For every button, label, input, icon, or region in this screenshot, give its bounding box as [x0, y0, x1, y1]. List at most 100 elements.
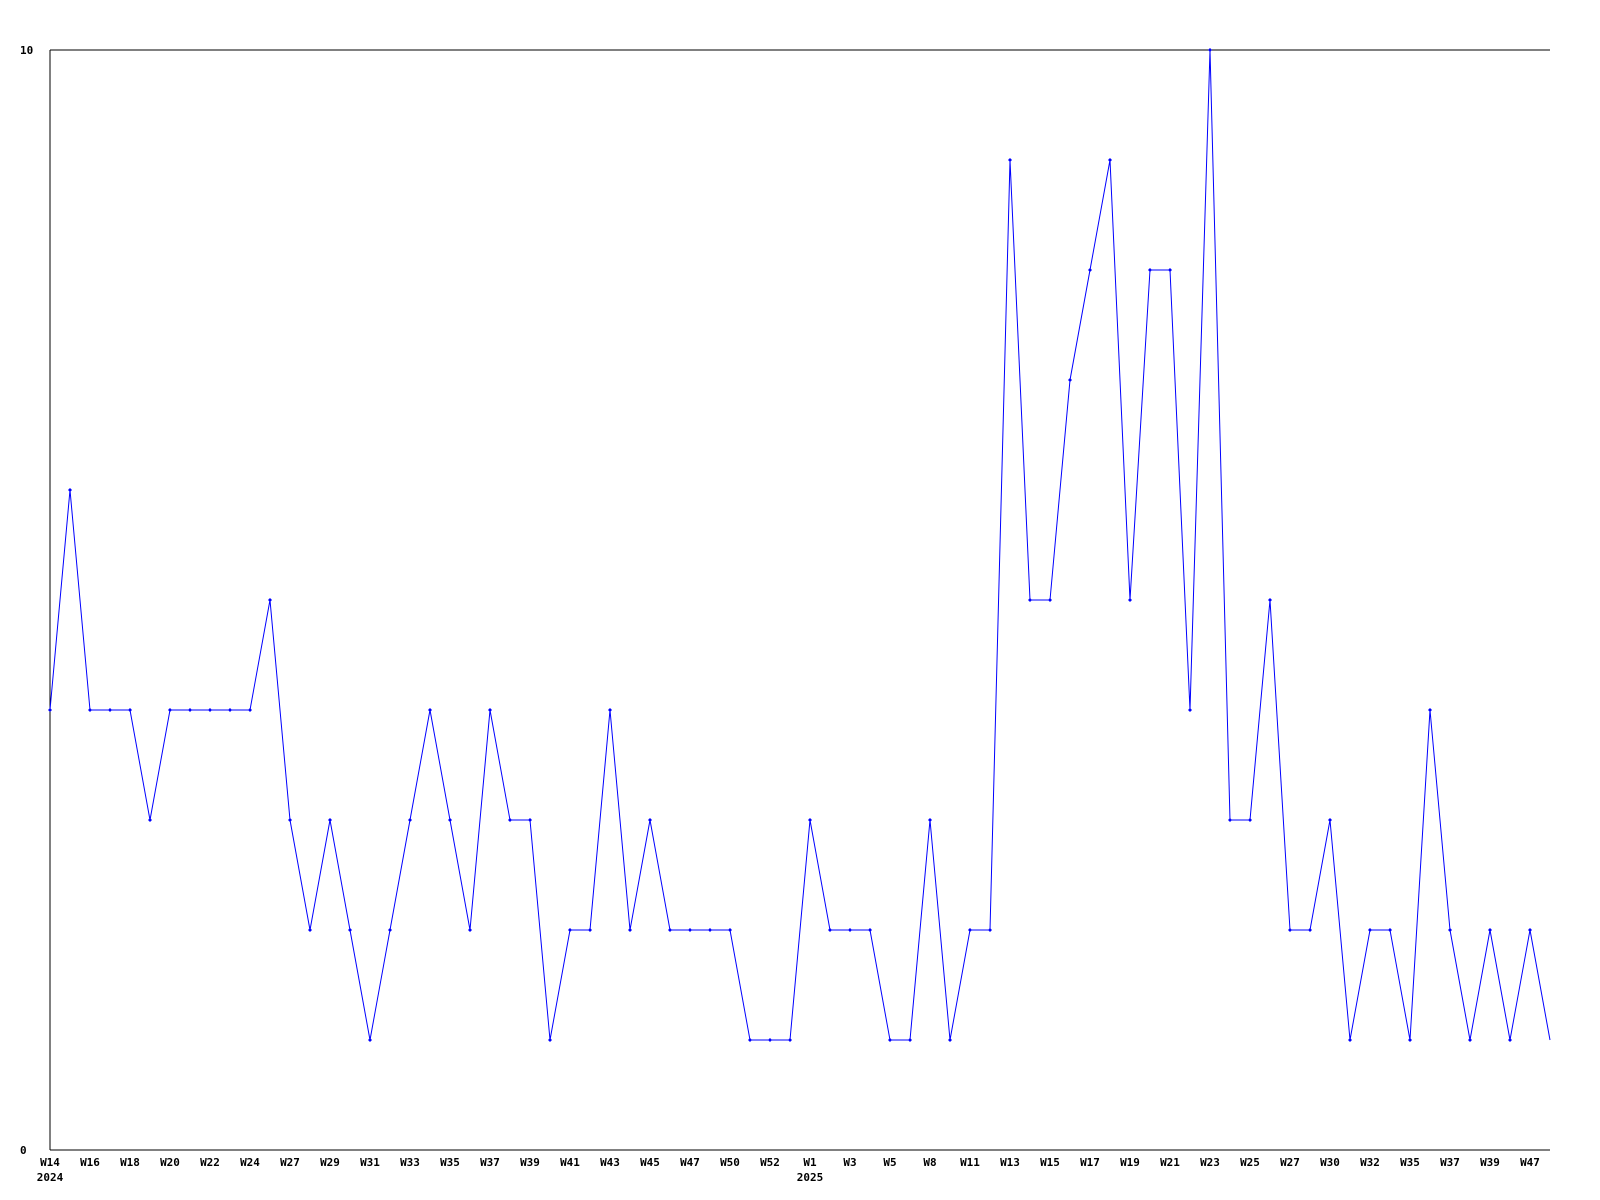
x-tick-label: W15 [1040, 1156, 1060, 1169]
data-point [1488, 928, 1492, 932]
data-point [1208, 48, 1212, 52]
x-tick-label: W13 [1000, 1156, 1020, 1169]
data-point [88, 708, 92, 712]
data-point [228, 708, 232, 712]
data-point [1028, 598, 1032, 602]
data-point [1308, 928, 1312, 932]
data-point [808, 818, 812, 822]
x-tick-label: W18 [120, 1156, 140, 1169]
data-point [1428, 708, 1432, 712]
x-tick-label: W39 [1480, 1156, 1500, 1169]
x-tick-label: W24 [240, 1156, 260, 1169]
x-tick-label: W35 [440, 1156, 460, 1169]
data-point [948, 1038, 952, 1042]
data-point [1468, 1038, 1472, 1042]
x-tick-label: W29 [320, 1156, 340, 1169]
x-tick-label: W32 [1360, 1156, 1380, 1169]
y-tick-label-min: 0 [20, 1144, 27, 1157]
data-point [688, 928, 692, 932]
data-point [668, 928, 672, 932]
data-point [168, 708, 172, 712]
data-point [1248, 818, 1252, 822]
data-point [428, 708, 432, 712]
data-point [1068, 378, 1072, 382]
data-point [1528, 928, 1532, 932]
x-tick-label: W27 [280, 1156, 300, 1169]
data-point [248, 708, 252, 712]
data-point [1148, 268, 1152, 272]
data-point [988, 928, 992, 932]
data-point [508, 818, 512, 822]
data-point [728, 928, 732, 932]
x-tick-label: W35 [1400, 1156, 1420, 1169]
x-tick-label: W41 [560, 1156, 580, 1169]
x-tick-label: W1 [803, 1156, 817, 1169]
x-tick-label: W22 [200, 1156, 220, 1169]
data-point [548, 1038, 552, 1042]
x-tick-label: W31 [360, 1156, 380, 1169]
data-point [1168, 268, 1172, 272]
data-point [1008, 158, 1012, 162]
data-point [1128, 598, 1132, 602]
x-tick-label: W45 [640, 1156, 660, 1169]
x-tick-label: W52 [760, 1156, 780, 1169]
data-point [208, 708, 212, 712]
data-point [568, 928, 572, 932]
series-line [49, 49, 1551, 1041]
data-point [1348, 1038, 1352, 1042]
y-tick-label-max: 10 [20, 44, 33, 57]
x-tick-label: W47 [1520, 1156, 1540, 1169]
data-point [968, 928, 972, 932]
data-point [128, 708, 132, 712]
x-tick-label: W33 [400, 1156, 420, 1169]
data-point [448, 818, 452, 822]
data-point [848, 928, 852, 932]
x-tick-label: W27 [1280, 1156, 1300, 1169]
data-point [528, 818, 532, 822]
data-point [188, 708, 192, 712]
x-tick-label: W25 [1240, 1156, 1260, 1169]
x-tick-label: W5 [883, 1156, 896, 1169]
data-point [268, 598, 272, 602]
data-point [48, 708, 52, 712]
x-tick-label: W14 [40, 1156, 60, 1169]
data-point [1328, 818, 1332, 822]
x-tick-label: W37 [1440, 1156, 1460, 1169]
data-point [488, 708, 492, 712]
data-point [468, 928, 472, 932]
data-point [828, 928, 832, 932]
data-point [708, 928, 712, 932]
data-point [1188, 708, 1192, 712]
data-point [608, 708, 612, 712]
data-point [288, 818, 292, 822]
x-tick-label: W17 [1080, 1156, 1100, 1169]
data-point [868, 928, 872, 932]
data-point [928, 818, 932, 822]
data-point [68, 488, 72, 492]
data-point [1088, 268, 1092, 272]
data-point [768, 1038, 772, 1042]
x-tick-label: W20 [160, 1156, 180, 1169]
data-point [328, 818, 332, 822]
year-label: 2025 [797, 1171, 824, 1184]
data-point [308, 928, 312, 932]
axes: 10 0 [20, 44, 1550, 1157]
data-point [588, 928, 592, 932]
data-point [1368, 928, 1372, 932]
data-point [108, 708, 112, 712]
data-point [1048, 598, 1052, 602]
data-point [1408, 1038, 1412, 1042]
data-point [1508, 1038, 1512, 1042]
data-point [148, 818, 152, 822]
x-tick-label: W11 [960, 1156, 980, 1169]
x-tick-label: W50 [720, 1156, 740, 1169]
x-tick-label: W16 [80, 1156, 100, 1169]
data-point [628, 928, 632, 932]
data-point [1388, 928, 1392, 932]
x-tick-label: W47 [680, 1156, 700, 1169]
x-tick-label: W43 [600, 1156, 620, 1169]
x-tick-label: W37 [480, 1156, 500, 1169]
x-tick-label: W30 [1320, 1156, 1340, 1169]
data-point [908, 1038, 912, 1042]
x-tick-label: W8 [923, 1156, 936, 1169]
